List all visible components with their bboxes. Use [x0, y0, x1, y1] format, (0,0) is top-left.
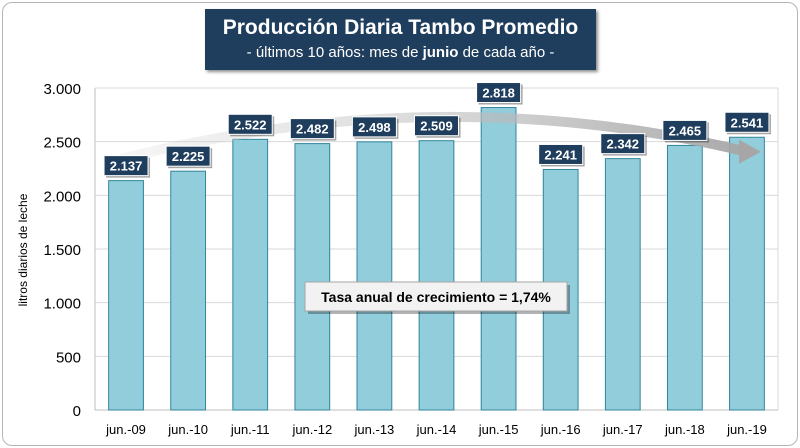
- subtitle-prefix: - últimos 10 años: mes de: [246, 44, 423, 61]
- bar: [729, 136, 765, 411]
- subtitle-suffix: de cada año -: [458, 44, 555, 61]
- bar: [170, 170, 207, 411]
- annotation-text: Tasa anual de crecimiento = 1,74%: [321, 289, 551, 305]
- chart-subtitle: - últimos 10 años: mes de junio de cada …: [205, 43, 596, 63]
- x-tick-label: jun.-11: [230, 422, 270, 437]
- x-tick-label: jun.-13: [354, 422, 395, 437]
- bar: [356, 141, 393, 411]
- chart-title: Producción Diaria Tambo Promedio: [222, 16, 579, 39]
- subtitle-month: junio: [422, 44, 459, 61]
- data-label: 2.509: [420, 119, 453, 134]
- y-tick-label: 2.500: [43, 135, 81, 152]
- y-tick-label: 0: [73, 403, 81, 420]
- data-label-box: [351, 116, 397, 138]
- x-tick-label: jun.-19: [726, 422, 767, 437]
- data-label: 2.522: [234, 117, 267, 132]
- trend-arrow-head: [738, 139, 761, 164]
- data-label: 2.225: [172, 149, 205, 164]
- y-tick-label: 2.000: [43, 188, 81, 205]
- y-tick-label: 500: [56, 349, 81, 366]
- data-labels: 2.137 2.225 2.522 2.482 2.498 2.509 2.818 2.241…: [103, 82, 771, 178]
- data-label: 2.498: [358, 120, 391, 135]
- axes: 0 500 1.000 1.500 2.000 2.500 3.000 jun.-09 jun.…: [43, 81, 778, 437]
- data-label-box: [662, 119, 708, 141]
- data-label: 2.342: [606, 137, 639, 152]
- x-tick-label: jun.-10: [167, 422, 208, 437]
- bar: [108, 180, 144, 411]
- y-tick-label: 1.500: [43, 242, 81, 259]
- data-label-box: [600, 133, 646, 155]
- data-label-box: [227, 113, 273, 135]
- title-box: Producción Diaria Tambo Promedio - últim…: [205, 9, 596, 70]
- x-tick-label: jun.-16: [540, 422, 581, 437]
- x-tick-label: jun.-15: [478, 422, 519, 437]
- data-label: 2.541: [731, 115, 764, 130]
- bar: [480, 107, 517, 411]
- y-axis-label: litros diarios de leche: [16, 193, 30, 306]
- x-tick-label: jun.-09: [105, 422, 146, 437]
- data-label-box: [289, 118, 335, 140]
- x-tick-label: jun.-14: [416, 422, 457, 437]
- y-tick-label: 3.000: [43, 81, 81, 98]
- data-label: 2.818: [482, 86, 515, 101]
- bar: [418, 140, 455, 411]
- data-label-box: [476, 82, 522, 104]
- data-label-box: [165, 145, 211, 167]
- data-label-box: [414, 115, 459, 137]
- bar: [232, 138, 269, 411]
- data-label-box: [103, 155, 149, 177]
- bar: [666, 144, 703, 411]
- annotation-box: [304, 281, 568, 312]
- bar: [604, 158, 641, 411]
- data-label-box: [724, 111, 770, 133]
- annotation: Tasa anual de crecimiento = 1,74%: [304, 281, 570, 314]
- data-label: 2.137: [110, 159, 143, 174]
- x-tick-label: jun.-18: [664, 422, 705, 437]
- data-label: 2.241: [544, 147, 577, 162]
- x-tick-label: jun.-12: [291, 422, 332, 437]
- y-tick-label: 1.000: [43, 296, 81, 313]
- data-label: 2.482: [296, 122, 329, 137]
- data-label-box: [538, 143, 584, 165]
- bar: [294, 143, 331, 411]
- data-label: 2.465: [669, 123, 702, 138]
- x-tick-label: jun.-17: [602, 422, 643, 437]
